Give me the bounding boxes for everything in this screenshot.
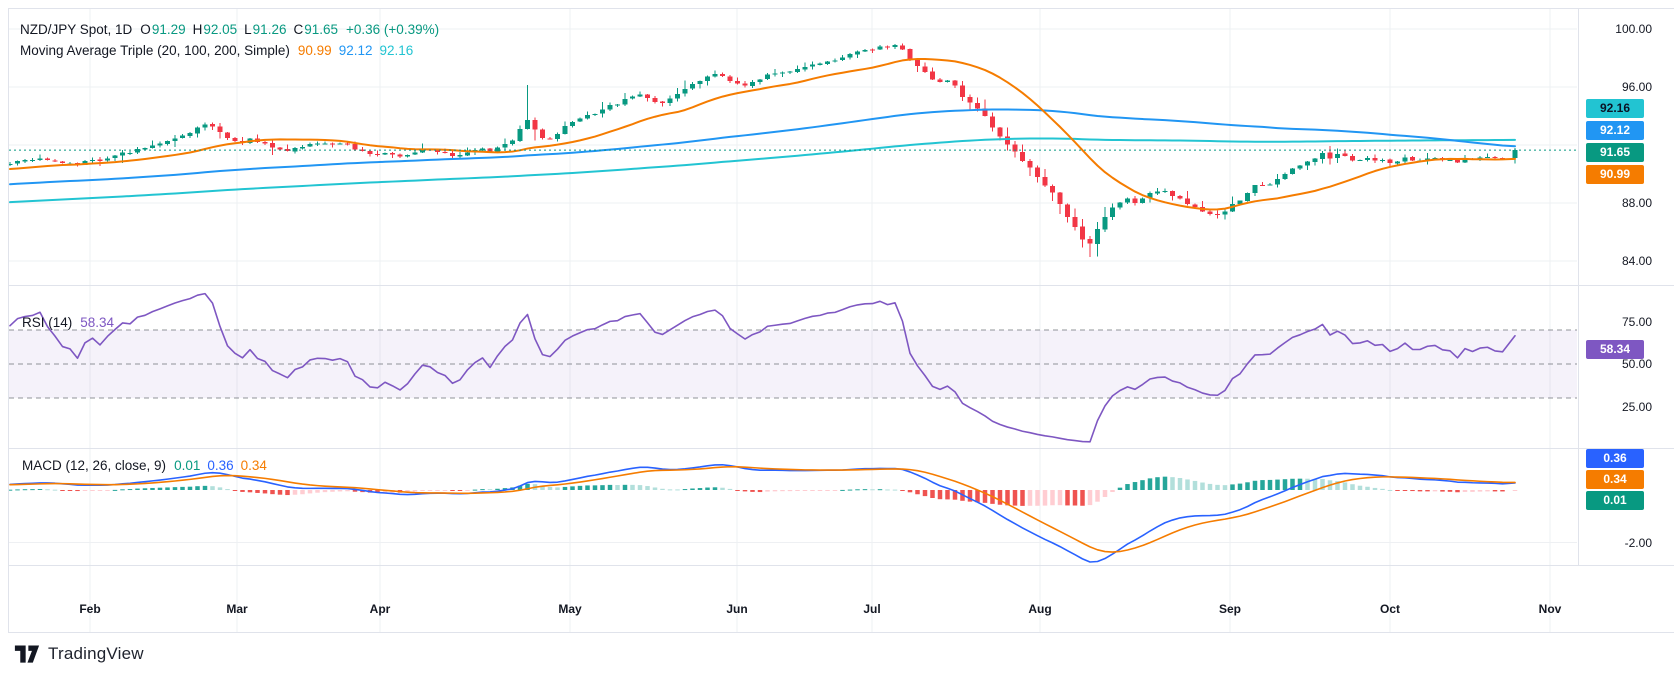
change-value: +0.36 (+0.39%) — [346, 22, 440, 37]
rsi-badge: 58.34 — [1586, 340, 1644, 359]
price-tick-label: 84.00 — [1621, 254, 1652, 268]
time-axis-label: Aug — [1028, 602, 1052, 616]
tradingview-wordmark[interactable]: TradingView — [48, 644, 144, 663]
pane-separator-rsi-macd[interactable] — [8, 448, 1674, 449]
rsi-tick-label: 50.00 — [1621, 357, 1652, 371]
ohlc-values: O 91.29 H 92.05 L 91.26 C 91.65 — [140, 22, 338, 37]
ohlc-item: H 92.05 — [192, 22, 238, 37]
time-axis-label: Feb — [79, 602, 101, 616]
macd-indicator-title: MACD (12, 26, close, 9) — [22, 458, 167, 473]
legend-value: 92.12 — [338, 43, 373, 58]
price-tick-label: 88.00 — [1621, 196, 1652, 210]
price-badge: 92.12 — [1586, 121, 1644, 140]
ohlc-item: L 91.26 — [244, 22, 287, 37]
legend-value: 90.99 — [297, 43, 332, 58]
macd-badge: 0.01 — [1586, 491, 1644, 510]
time-axis-label: Mar — [226, 602, 248, 616]
widget-border-left — [8, 8, 9, 632]
price-badge: 91.65 — [1586, 143, 1644, 162]
ohlc-item: O 91.29 — [140, 22, 186, 37]
macd-legend-row: MACD (12, 26, close, 9) 0.01 0.36 0.34 — [22, 458, 267, 473]
ma-indicator-title: Moving Average Triple (20, 100, 200, Sim… — [20, 43, 290, 58]
price-badge: 90.99 — [1586, 165, 1644, 184]
rsi-indicator-title: RSI (14) — [22, 315, 73, 330]
macd-values: 0.01 0.36 0.34 — [174, 458, 267, 473]
rsi-legend-row: RSI (14) 58.34 — [22, 315, 114, 330]
price-tick-label: 100.00 — [1615, 22, 1652, 36]
price-badge: 92.16 — [1586, 99, 1644, 118]
rsi-tick-label: 25.00 — [1621, 399, 1652, 414]
time-axis-label: Apr — [369, 602, 391, 616]
time-axis-label: Sep — [1218, 602, 1241, 616]
time-axis-label: May — [558, 602, 582, 616]
symbol-title: NZD/JPY Spot, 1D — [20, 22, 133, 37]
rsi-tick-label: 75.00 — [1621, 314, 1652, 329]
macd-badge: 0.36 — [1586, 449, 1644, 468]
chart-canvas[interactable] — [9, 8, 1577, 632]
legend-value: 0.36 — [207, 458, 234, 473]
macd-tick-label: -2.00 — [1624, 535, 1652, 550]
time-scale[interactable] — [8, 566, 1674, 632]
legend-value: 0.01 — [174, 458, 201, 473]
price-tick-label: 96.00 — [1621, 80, 1652, 94]
time-axis-label: Oct — [1379, 602, 1400, 616]
legend-value: 92.16 — [379, 43, 414, 58]
pane-separator-price-rsi[interactable] — [8, 285, 1674, 286]
macd-pane — [9, 463, 1577, 563]
time-axis-label: Nov — [1538, 602, 1562, 616]
widget-border-bottom — [8, 632, 1674, 633]
price-pane — [9, 43, 1577, 258]
footer: TradingView — [14, 640, 144, 668]
time-axis-label: Jun — [726, 602, 748, 616]
rsi-pane — [9, 292, 1577, 443]
legend-value: 0.34 — [240, 458, 267, 473]
symbol-legend-row: NZD/JPY Spot, 1D O 91.29 H 92.05 L 91.26 C 91.6… — [20, 22, 439, 37]
price-scale-border — [1578, 8, 1579, 565]
time-axis-separator — [8, 565, 1674, 566]
widget-border-top — [8, 8, 1674, 9]
tradingview-logo-icon[interactable] — [14, 644, 40, 665]
ma-legend-row: Moving Average Triple (20, 100, 200, Sim… — [20, 43, 413, 58]
ma-values: 90.99 92.12 92.16 — [298, 43, 413, 58]
macd-badge: 0.34 — [1586, 470, 1644, 489]
time-axis-label: Jul — [863, 602, 881, 616]
rsi-value: 58.34 — [80, 315, 115, 330]
ohlc-item: C 91.65 — [293, 22, 339, 37]
